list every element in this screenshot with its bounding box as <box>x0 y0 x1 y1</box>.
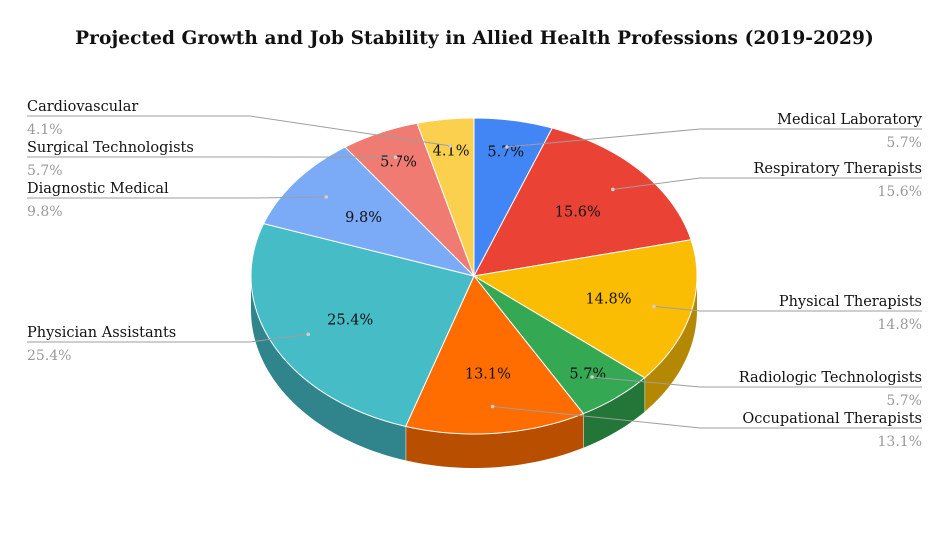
slice-value-label: 5.7% <box>380 155 417 171</box>
callout-leader-line <box>492 406 922 429</box>
slice-value-label: 9.8% <box>345 210 382 226</box>
callout-anchor-dot <box>393 155 398 159</box>
callout-anchor-dot <box>324 195 329 199</box>
callout-leader-line <box>653 305 922 312</box>
callout-label: Medical Laboratory <box>777 112 923 128</box>
callout-anchor-dot <box>448 144 453 148</box>
callout-anchor-dot <box>611 187 615 192</box>
slice-value-label: 4.1% <box>433 144 470 160</box>
pie-slice-physical-therapists <box>472 239 698 379</box>
callout-anchor-dot <box>652 304 656 309</box>
callout-label: Respiratory Therapists <box>753 161 922 177</box>
callout-leader-line <box>506 128 922 148</box>
pie-side-3 <box>583 377 645 448</box>
callout-leader-line <box>27 333 309 343</box>
pie-slice-medical-laboratory <box>473 117 553 277</box>
pie-slice-surgical-technologists <box>344 122 475 277</box>
callout-occupational-therapists: Occupational Therapists 13.1% <box>490 404 922 450</box>
callout-anchor-dot <box>590 375 594 379</box>
pie-slices <box>250 117 698 435</box>
chart-title: Projected Growth and Job Stability in Al… <box>75 28 874 49</box>
callout-percent: 9.8% <box>27 204 63 220</box>
callout-percent: 15.6% <box>878 184 922 200</box>
callout-physician-assistants: Physician Assistants 25.4% <box>27 325 311 364</box>
callout-diagnostic-medical: Diagnostic Medical 9.8% <box>27 181 329 220</box>
callout-percent: 5.7% <box>27 163 63 179</box>
callout-percent: 25.4% <box>27 348 71 364</box>
callout-label: Physician Assistants <box>27 325 176 341</box>
pie-slice-diagnostic-medical <box>262 146 476 277</box>
callout-percent: 5.7% <box>886 393 922 409</box>
callout-labels: Medical Laboratory 5.7% Respiratory Therap… <box>27 99 923 450</box>
slice-value-label: 14.8% <box>585 292 631 308</box>
slice-value-label: 13.1% <box>465 367 511 383</box>
callout-anchor-dot <box>306 332 311 337</box>
callout-label: Physical Therapists <box>779 294 922 310</box>
callout-percent: 4.1% <box>27 122 63 138</box>
slice-value-labels: 5.7% 15.6% 14.8% 5.7% 13.1% 25.4% 9.8% 5.7% 4.1% <box>327 144 631 383</box>
callout-percent: 14.8% <box>878 317 922 333</box>
slice-value-label: 5.7% <box>487 145 524 161</box>
callout-percent: 13.1% <box>878 434 922 450</box>
callout-label: Occupational Therapists <box>742 411 922 427</box>
pie-side-5 <box>251 276 406 461</box>
slice-value-label: 25.4% <box>327 313 373 329</box>
pie-slice-respiratory-therapists <box>473 127 692 277</box>
pie-slice-physician-assistants <box>250 223 475 427</box>
pie-slice-cardiovascular <box>416 117 475 277</box>
callout-leader-line <box>27 115 451 147</box>
callout-leader-line <box>27 196 327 199</box>
callout-anchor-dot <box>490 404 495 409</box>
callout-radiologic-technologists: Radiologic Technologists 5.7% <box>590 370 922 409</box>
callout-percent: 5.7% <box>886 135 922 151</box>
callout-surgical-technologists: Surgical Technologists 5.7% <box>27 140 398 179</box>
callout-leader-line <box>592 376 922 388</box>
callout-label: Diagnostic Medical <box>27 181 169 197</box>
slice-value-label: 5.7% <box>569 366 606 382</box>
pie-side-2 <box>644 276 697 412</box>
pie-slice-occupational-therapists <box>404 275 585 435</box>
callout-physical-therapists: Physical Therapists 14.8% <box>652 294 922 333</box>
pie-slice-radiologic-technologists <box>473 275 646 415</box>
callout-label: Cardiovascular <box>27 99 138 115</box>
callout-anchor-dot <box>505 145 509 149</box>
callout-leader-line <box>612 177 922 190</box>
callout-label: Surgical Technologists <box>27 140 194 156</box>
callout-medical-laboratory: Medical Laboratory 5.7% <box>505 112 923 151</box>
callout-respiratory-therapists: Respiratory Therapists 15.6% <box>611 161 922 200</box>
slice-value-label: 15.6% <box>555 204 601 220</box>
callout-cardiovascular: Cardiovascular 4.1% <box>27 99 453 148</box>
callout-label: Radiologic Technologists <box>739 370 922 386</box>
